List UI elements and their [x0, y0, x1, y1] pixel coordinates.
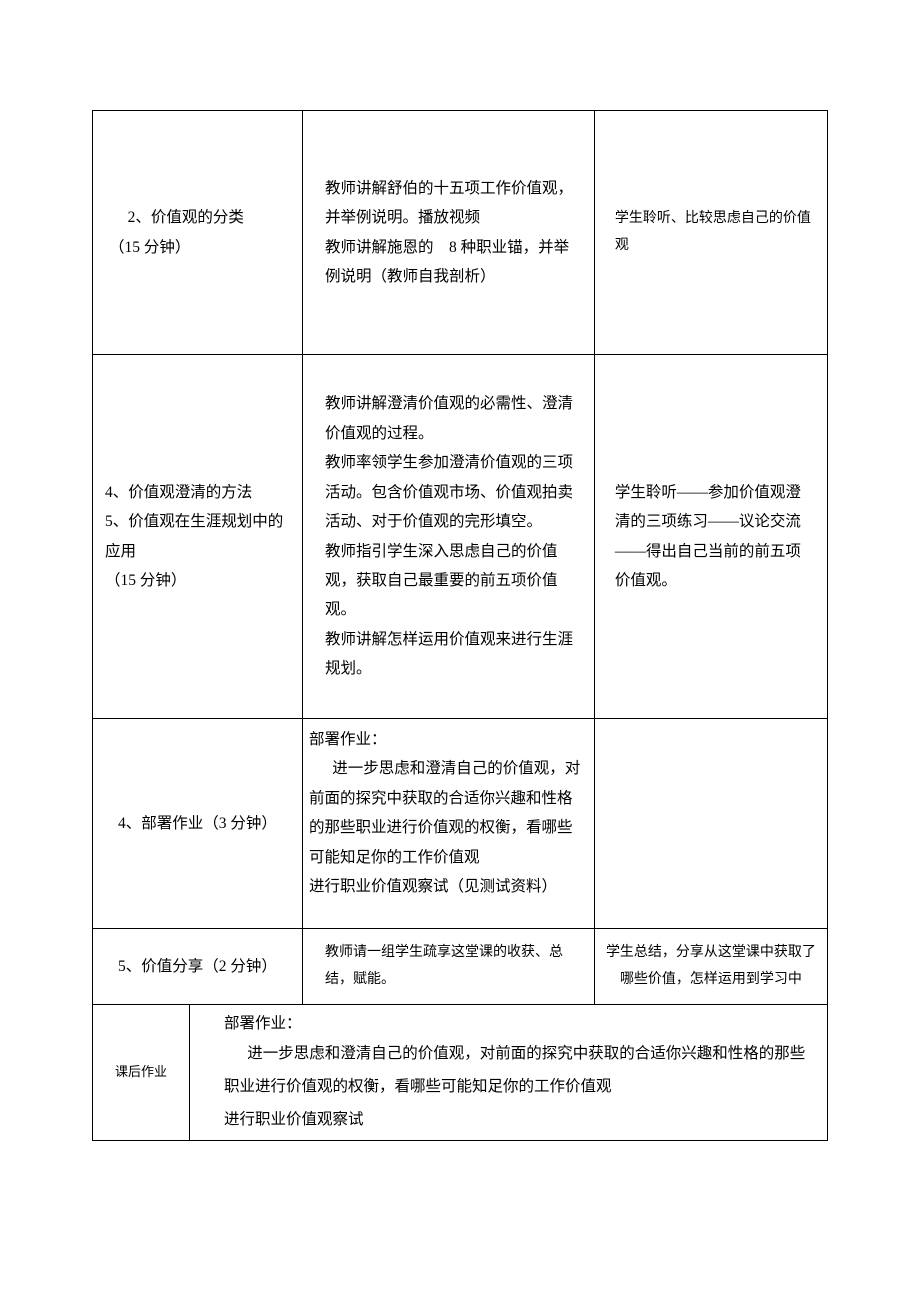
cell-student-activity: 学生聆听、比较思虑自己的价值观	[594, 111, 827, 355]
cell-student-activity	[594, 719, 827, 929]
assign-head: 部署作业：	[309, 725, 584, 754]
cell-topic: 4、部署作业（3 分钟）	[93, 719, 303, 929]
topic-text: 4、部署作业（3 分钟）	[118, 815, 277, 832]
table-row: 4、部署作业（3 分钟） 部署作业： 进一步思虑和澄清自己的价值观，对前面的探究…	[93, 719, 828, 929]
table-row-footer: 课后作业 部署作业： 进一步思虑和澄清自己的价值观，对前面的探究中获取的合适你兴…	[93, 1005, 828, 1141]
footer-cell: 课后作业 部署作业： 进一步思虑和澄清自己的价值观，对前面的探究中获取的合适你兴…	[93, 1005, 828, 1141]
footer-head: 部署作业：	[224, 1009, 813, 1038]
cell-topic: 4、价值观澄清的方法5、价值观在生涯规划中的应用（15 分钟）	[93, 355, 303, 719]
footer-content-cell: 部署作业： 进一步思虑和澄清自己的价值观，对前面的探究中获取的合适你兴趣和性格的…	[190, 1005, 828, 1140]
cell-teacher-activity: 教师讲解澄清价值观的必需性、澄清价值观的过程。教师率领学生参加澄清价值观的三项活…	[302, 355, 594, 719]
topic-text: 4、价值观澄清的方法5、价值观在生涯规划中的应用（15 分钟）	[103, 478, 292, 596]
document-page: 2、价值观的分类（15 分钟） 教师讲解舒伯的十五项工作价值观，并举例说明。播放…	[0, 0, 920, 1303]
table-row: 5、价值分享（2 分钟） 教师请一组学生疏享这堂课的收获、总结，赋能。 学生总结…	[93, 929, 828, 1005]
footer-label: 课后作业	[115, 1064, 167, 1079]
cell-teacher-activity: 教师请一组学生疏享这堂课的收获、总结，赋能。	[302, 929, 594, 1005]
footer-label-cell: 课后作业	[93, 1005, 190, 1140]
lesson-plan-table: 2、价值观的分类（15 分钟） 教师讲解舒伯的十五项工作价值观，并举例说明。播放…	[92, 110, 828, 1141]
teacher-text: 教师请一组学生疏享这堂课的收获、总结，赋能。	[325, 945, 563, 987]
student-text: 学生聆听——参加价值观澄清的三项练习——议论交流——得出自己当前的前五项价值观。	[615, 484, 801, 589]
student-text: 学生总结，分享从这堂课中获取了哪些价值，怎样运用到学习中	[606, 945, 816, 987]
table-row: 2、价值观的分类（15 分钟） 教师讲解舒伯的十五项工作价值观，并举例说明。播放…	[93, 111, 828, 355]
table-row: 4、价值观澄清的方法5、价值观在生涯规划中的应用（15 分钟） 教师讲解澄清价值…	[93, 355, 828, 719]
cell-student-activity: 学生总结，分享从这堂课中获取了哪些价值，怎样运用到学习中	[594, 929, 827, 1005]
footer-body: 进一步思虑和澄清自己的价值观，对前面的探究中获取的合适你兴趣和性格的那些职业进行…	[224, 1038, 813, 1136]
cell-teacher-activity: 教师讲解舒伯的十五项工作价值观，并举例说明。播放视频教师讲解施恩的 8 种职业锚…	[302, 111, 594, 355]
cell-teacher-activity: 部署作业： 进一步思虑和澄清自己的价值观，对前面的探究中获取的合适你兴趣和性格的…	[302, 719, 594, 929]
assign-body: 进一步思虑和澄清自己的价值观，对前面的探究中获取的合适你兴趣和性格的那些职业进行…	[309, 754, 584, 901]
topic-text: 5、价值分享（2 分钟）	[118, 958, 277, 975]
teacher-text: 教师讲解澄清价值观的必需性、澄清价值观的过程。教师率领学生参加澄清价值观的三项活…	[325, 395, 573, 677]
teacher-text: 教师讲解舒伯的十五项工作价值观，并举例说明。播放视频教师讲解施恩的 8 种职业锚…	[325, 180, 573, 285]
student-text: 学生聆听、比较思虑自己的价值观	[615, 211, 811, 253]
cell-topic: 2、价值观的分类（15 分钟）	[93, 111, 303, 355]
cell-student-activity: 学生聆听——参加价值观澄清的三项练习——议论交流——得出自己当前的前五项价值观。	[594, 355, 827, 719]
cell-topic: 5、价值分享（2 分钟）	[93, 929, 303, 1005]
topic-text: 2、价值观的分类（15 分钟）	[109, 203, 244, 262]
